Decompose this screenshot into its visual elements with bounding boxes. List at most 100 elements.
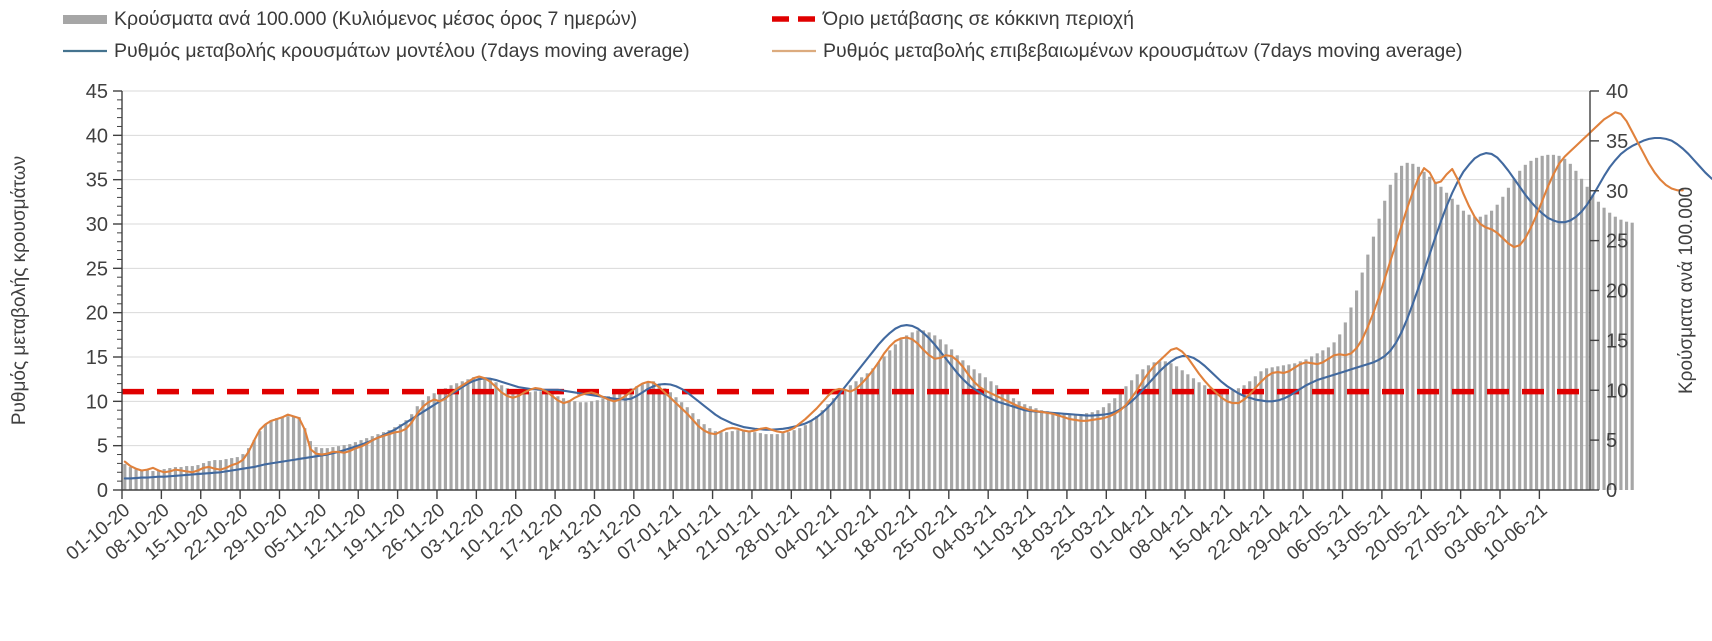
bar [623, 390, 627, 490]
y-tick-label-right: 25 [1606, 231, 1628, 253]
bar [1130, 380, 1134, 490]
bar [792, 430, 796, 490]
bar [466, 379, 470, 490]
bar [1602, 207, 1606, 490]
bar [1433, 181, 1437, 490]
bar [1529, 160, 1533, 490]
bar [696, 419, 701, 490]
bar [1360, 272, 1364, 490]
bar [691, 413, 695, 490]
legend-label-cases-per-100000: Κρούσματα ανά 100.000 (Κυλιόμενος μέσος … [114, 8, 638, 30]
bar [1180, 370, 1184, 490]
bar [950, 349, 954, 490]
bar [848, 385, 852, 490]
y-tick-label-left: 40 [86, 125, 108, 147]
bar [1596, 201, 1601, 490]
bar [1473, 216, 1477, 490]
bar [1085, 413, 1089, 490]
bar [781, 433, 785, 490]
bar [1079, 414, 1083, 490]
bar [134, 469, 138, 490]
bar [1416, 166, 1421, 490]
bar [1208, 388, 1212, 490]
y-tick-label-right: 40 [1606, 81, 1628, 103]
bar [1512, 178, 1516, 490]
bar [1073, 414, 1077, 490]
bar [1101, 407, 1106, 490]
chart-legend: Κρούσματα ανά 100.000 (Κυλιόμενος μέσος … [0, 0, 1712, 78]
bar [252, 440, 256, 491]
bar [961, 360, 965, 490]
bar [1028, 406, 1032, 490]
bar [449, 385, 453, 490]
bar [1546, 154, 1550, 490]
bar [331, 447, 335, 490]
bar [1141, 369, 1145, 490]
bar [1220, 391, 1224, 490]
bar [528, 392, 532, 490]
bar [809, 421, 813, 490]
bar-series [123, 154, 1634, 491]
bar [803, 425, 807, 490]
bar [314, 447, 318, 490]
bar [612, 394, 616, 490]
bar [224, 459, 228, 490]
legend-item-model-rate[interactable]: Ρυθμός μεταβολής κρουσμάτων μοντέλου (7d… [63, 38, 690, 64]
bar [190, 466, 194, 490]
model-rate-line [123, 136, 1712, 480]
bar [477, 376, 481, 490]
bar [500, 385, 504, 490]
bar [893, 344, 897, 490]
bar [1450, 198, 1454, 490]
bar [516, 391, 521, 490]
bar [365, 438, 369, 490]
bar [1253, 376, 1257, 490]
legend-line-confirmed-icon [772, 40, 816, 62]
bar [280, 417, 284, 490]
bar [1422, 171, 1426, 491]
bar [1124, 386, 1128, 490]
bar [381, 432, 386, 490]
bar [1534, 157, 1539, 490]
bar [882, 356, 886, 490]
bar [1000, 390, 1004, 490]
bar [1478, 216, 1482, 490]
bar [1484, 214, 1488, 490]
bar [1011, 398, 1016, 490]
y-tick-label-left: 5 [97, 436, 108, 458]
y-tick-label-left: 20 [86, 303, 108, 325]
bar [860, 377, 864, 490]
bar [438, 391, 442, 490]
bar [1456, 204, 1460, 490]
bar [1169, 363, 1173, 490]
bar [1428, 176, 1432, 490]
bar [820, 410, 824, 490]
y-tick-label-right: 30 [1606, 181, 1628, 203]
legend-item-confirmed-rate[interactable]: Ρυθμός μεταβολής επιβεβαιωμένων κρουσμάτ… [772, 38, 1463, 64]
bar [702, 424, 706, 490]
bar [1006, 394, 1010, 490]
bar [831, 398, 836, 490]
bar [1405, 162, 1409, 490]
bar [1557, 155, 1561, 490]
bar [522, 392, 526, 490]
bar [550, 394, 554, 490]
bar [421, 400, 425, 490]
bar [933, 335, 937, 490]
bar [443, 388, 447, 490]
bar [398, 424, 402, 490]
bar [1490, 210, 1494, 490]
bar [201, 463, 206, 490]
bar [826, 404, 830, 490]
bar [758, 433, 762, 490]
bar [505, 388, 509, 490]
bar [230, 458, 234, 490]
bar [1591, 194, 1595, 490]
bar [1096, 410, 1100, 490]
bar [275, 418, 279, 490]
legend-item-cases-per-100000[interactable]: Κρούσματα ανά 100.000 (Κυλιόμενος μέσος … [63, 6, 637, 32]
legend-item-red-threshold[interactable]: Όριο μετάβασης σε κόκκινη περιοχή [772, 6, 1134, 32]
y-tick-label-right: 0 [1606, 480, 1617, 502]
bar [1236, 388, 1241, 490]
chart-area: 0 5 10 15 20 25 30 35 40 45 0 5 10 15 20 25 30 35 40 01-10-… [0, 78, 1712, 641]
